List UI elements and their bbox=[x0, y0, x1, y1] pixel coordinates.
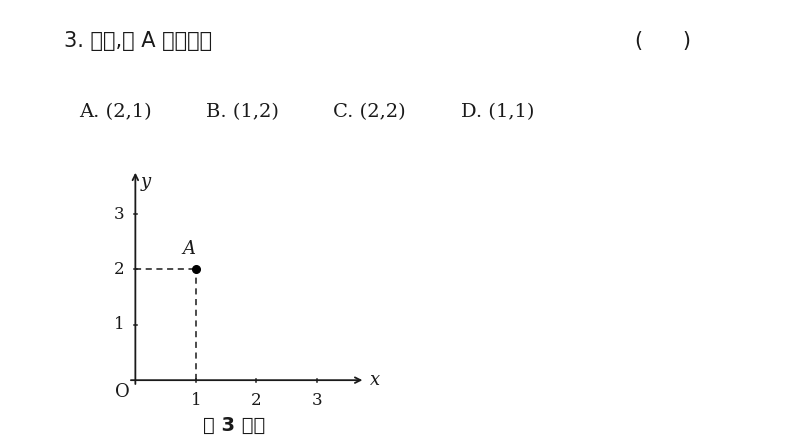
Text: D. (1,1): D. (1,1) bbox=[461, 103, 534, 121]
Text: x: x bbox=[370, 371, 380, 389]
Text: 1: 1 bbox=[191, 392, 201, 409]
Text: 3: 3 bbox=[114, 206, 125, 223]
Text: B. (1,2): B. (1,2) bbox=[206, 103, 279, 121]
Text: 3. 如图,点 A 的坐标是: 3. 如图,点 A 的坐标是 bbox=[64, 31, 212, 51]
Text: O: O bbox=[114, 384, 129, 401]
Text: A: A bbox=[182, 240, 195, 258]
Text: 第 3 题图: 第 3 题图 bbox=[203, 416, 265, 435]
Text: 2: 2 bbox=[251, 392, 262, 409]
Text: A. (2,1): A. (2,1) bbox=[79, 103, 152, 121]
Text: 3: 3 bbox=[311, 392, 322, 409]
Text: 1: 1 bbox=[114, 316, 125, 333]
Text: (      ): ( ) bbox=[635, 31, 692, 51]
Text: 2: 2 bbox=[114, 261, 125, 278]
Text: y: y bbox=[141, 173, 150, 190]
Text: C. (2,2): C. (2,2) bbox=[333, 103, 406, 121]
